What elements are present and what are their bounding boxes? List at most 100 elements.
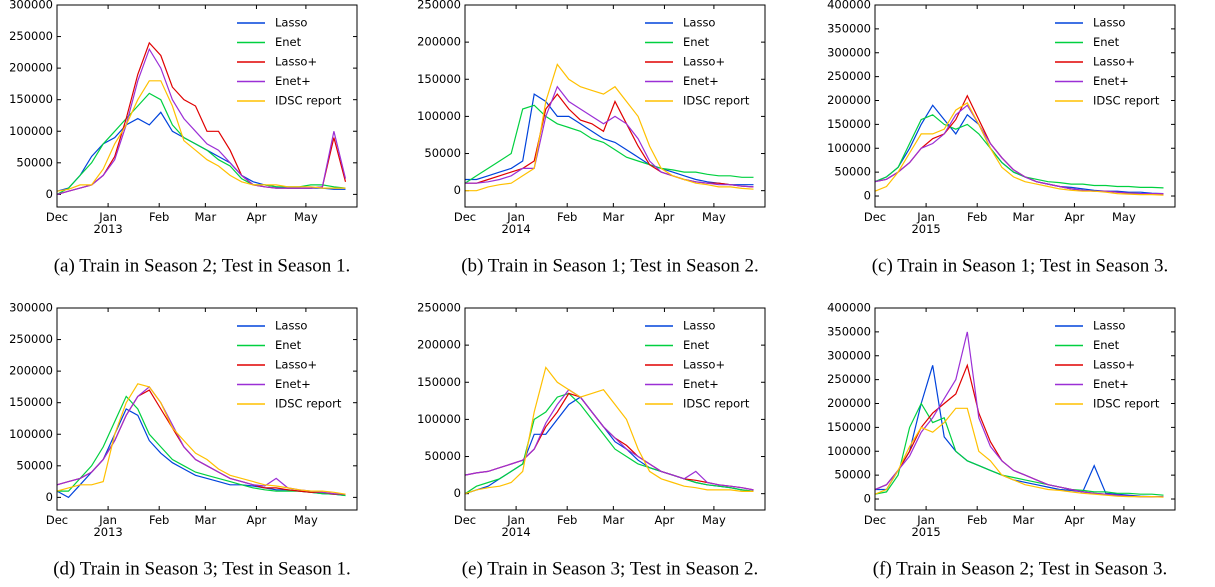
legend-label: Enet (683, 338, 710, 352)
legend-label: Lasso (683, 16, 715, 30)
legend-label: Lasso+ (275, 358, 317, 372)
x-tick-label: Mar (603, 210, 625, 224)
x-tick-label: Apr (1064, 210, 1084, 224)
chart-panel: 0 50000 100000 150000 200000 250000 Dec Jan 2014… (417, 301, 766, 579)
series-line (464, 388, 754, 491)
series-line (56, 111, 346, 192)
y-tick-label: 400000 (827, 301, 871, 315)
y-tick-label: 50000 (834, 165, 871, 179)
x-tick-label: Mar (603, 513, 625, 527)
legend-label: Enet (275, 35, 302, 49)
series-line (464, 366, 754, 495)
series-line (56, 408, 346, 499)
y-tick-label: 0 (454, 486, 461, 500)
x-tick-label: Mar (1013, 210, 1035, 224)
y-tick-label: 250000 (9, 29, 53, 43)
y-tick-label: 350000 (827, 324, 871, 338)
y-tick-label: 50000 (424, 449, 461, 463)
chart-panel: 0 50000 100000 150000 200000 250000 300000 Dec J… (9, 301, 358, 579)
x-tick-label: Mar (1013, 513, 1035, 527)
legend-label: IDSC report (1093, 397, 1160, 411)
y-tick-label: 150000 (417, 375, 461, 389)
series-line (875, 365, 1164, 498)
x-tick-label: Dec (454, 513, 476, 527)
y-tick-label: 350000 (827, 21, 871, 35)
y-tick-label: 300000 (827, 45, 871, 59)
chart-panel: 0 50000 100000 150000 200000 250000 300000 Dec J… (9, 0, 358, 276)
x-tick-label: Feb (557, 513, 577, 527)
x-tick-label: Jan 2014 (501, 513, 530, 539)
series-line (56, 47, 347, 195)
series-line (874, 114, 1164, 189)
y-tick-label: 0 (454, 183, 461, 197)
chart-panel: 0 50000 100000 150000 200000 250000 Dec Jan 2014… (417, 0, 766, 276)
y-tick-label: 200000 (9, 61, 53, 75)
series-line (56, 383, 346, 495)
plot-frame (56, 4, 358, 208)
y-tick-label: 50000 (424, 146, 461, 160)
series-line (874, 331, 1164, 498)
legend-label: Enet (1093, 338, 1120, 352)
y-tick-label: 300000 (9, 0, 53, 12)
y-tick-label: 150000 (9, 92, 53, 106)
series-line (56, 80, 346, 192)
y-tick-label: 150000 (827, 420, 871, 434)
x-tick-label: Jan 2014 (501, 210, 530, 236)
y-tick-label: 0 (864, 492, 871, 506)
y-tick-label: 0 (864, 189, 871, 203)
plot-frame (464, 4, 766, 208)
series-line (874, 402, 1164, 496)
series-line (874, 102, 1164, 196)
legend-label: Lasso+ (683, 358, 725, 372)
y-tick-label: 300000 (827, 348, 871, 362)
legend-label: Enet (1093, 35, 1120, 49)
y-tick-label: 200000 (827, 93, 871, 107)
legend-label: IDSC report (275, 94, 342, 108)
caption: (d) Train in Season 3; Test in Season 1. (53, 558, 351, 579)
legend-label: IDSC report (275, 397, 342, 411)
legend-label: IDSC report (1093, 94, 1160, 108)
y-tick-label: 100000 (417, 109, 461, 123)
plot-frame (56, 307, 358, 511)
series-line (464, 104, 754, 184)
series-line (874, 407, 1164, 498)
x-tick-label: Mar (195, 210, 217, 224)
y-tick-label: 250000 (827, 69, 871, 83)
x-tick-label: Feb (149, 210, 169, 224)
legend-label: IDSC report (683, 397, 750, 411)
x-tick-label: May (294, 210, 318, 224)
x-tick-label: Feb (557, 210, 577, 224)
series-line (465, 93, 754, 186)
legend-label: Enet+ (275, 74, 311, 88)
x-tick-label: Apr (246, 513, 266, 527)
y-tick-label: 50000 (16, 155, 53, 169)
x-tick-label: Feb (149, 513, 169, 527)
legend-label: Enet+ (683, 74, 719, 88)
y-tick-label: 0 (46, 187, 53, 201)
y-tick-label: 200000 (827, 396, 871, 410)
caption: (f) Train in Season 2; Test in Season 3. (873, 558, 1167, 579)
series-line (56, 92, 346, 195)
y-tick-label: 400000 (827, 0, 871, 12)
caption: (c) Train in Season 1; Test in Season 3. (872, 255, 1169, 276)
y-tick-label: 200000 (417, 338, 461, 352)
y-tick-label: 100000 (827, 444, 871, 458)
x-tick-label: May (1112, 513, 1136, 527)
y-tick-label: 50000 (834, 468, 871, 482)
caption: (b) Train in Season 1; Test in Season 2. (461, 255, 759, 276)
legend-label: Lasso (275, 16, 307, 30)
x-tick-label: Mar (195, 513, 217, 527)
x-tick-label: May (702, 513, 726, 527)
series-line (874, 104, 1164, 195)
y-tick-label: 200000 (417, 35, 461, 49)
legend-label: Enet (275, 338, 302, 352)
legend-label: Lasso (1093, 319, 1125, 333)
chart-panel: 0 50000 100000 150000 200000 250000 300000 3500… (827, 0, 1176, 276)
legend-label: Lasso+ (1093, 358, 1135, 372)
y-tick-label: 200000 (9, 364, 53, 378)
legend-label: Enet+ (1093, 377, 1129, 391)
series-line (465, 63, 754, 192)
y-tick-label: 100000 (9, 427, 53, 441)
chart-panel: 0 50000 100000 150000 200000 250000 300000 3500… (827, 301, 1176, 579)
